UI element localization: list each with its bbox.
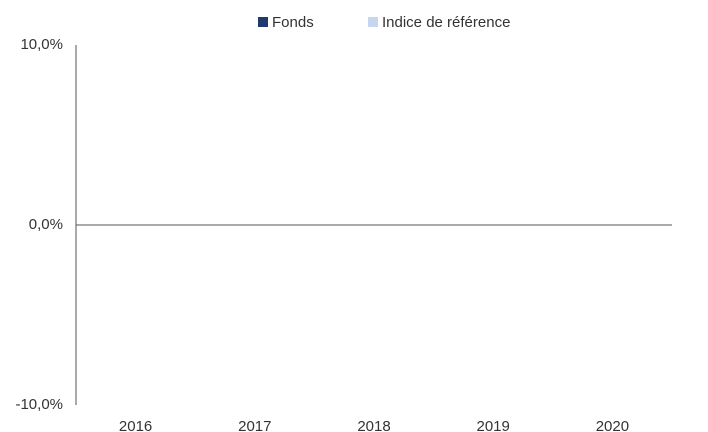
y-tick-label: 10,0% xyxy=(20,36,63,53)
x-tick-label: 2020 xyxy=(596,418,629,432)
legend-swatch xyxy=(258,17,268,27)
legend-label: Indice de référence xyxy=(382,14,510,31)
x-tick-label: 2016 xyxy=(119,418,152,432)
x-tick-label: 2019 xyxy=(477,418,510,432)
x-tick-label: 2018 xyxy=(357,418,390,432)
legend-swatch xyxy=(368,17,378,27)
x-tick-label: 2017 xyxy=(238,418,271,432)
legend-label: Fonds xyxy=(272,14,314,31)
y-tick-label: -10,0% xyxy=(15,396,63,413)
y-tick-label: 0,0% xyxy=(29,216,63,233)
